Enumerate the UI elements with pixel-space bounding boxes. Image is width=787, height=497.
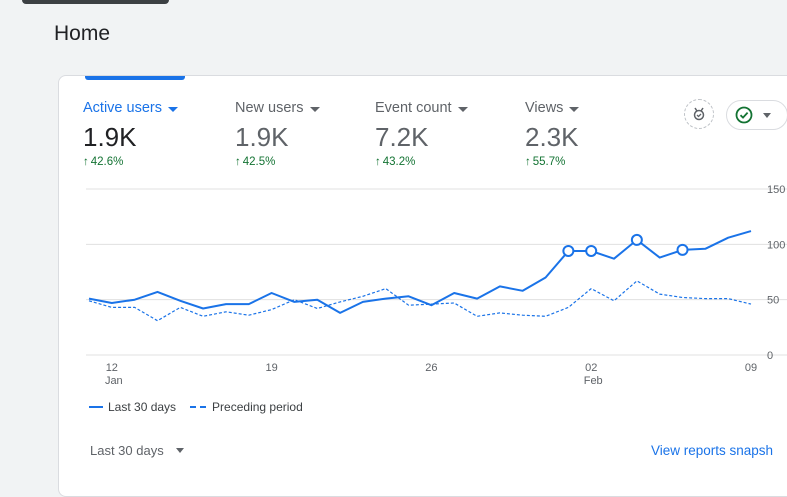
date-range-selector[interactable]: Last 30 days [90, 443, 184, 458]
y-tick-label: 50 [767, 295, 779, 307]
legend-previous: Preceding period [212, 400, 303, 414]
legend-dashed-swatch [190, 406, 207, 408]
metric-views[interactable]: Views 2.3K ↑ 55.7% [525, 100, 580, 168]
x-tick-month: Jan [105, 375, 123, 386]
chart-legend: Last 30 days Preceding period [89, 400, 303, 414]
metric-value: 7.2K [375, 122, 429, 152]
page-title: Home [54, 22, 111, 45]
metric-change: 42.6% [90, 156, 124, 168]
arrow-up-icon: ↑ [235, 156, 241, 168]
anomaly-marker [585, 244, 598, 257]
x-tick-day: 26 [425, 362, 437, 374]
arrow-up-icon: ↑ [525, 156, 531, 168]
top-tab-indicator [22, 0, 169, 4]
x-tick-day: 02 [585, 362, 597, 374]
legend-solid-swatch [89, 406, 103, 408]
caret-down-icon [457, 106, 468, 112]
metric-value: 1.9K [235, 122, 289, 152]
metric-event-count[interactable]: Event count 7.2K ↑ 43.2% [375, 100, 468, 168]
metric-label: Event count [375, 100, 452, 116]
caret-down-icon [167, 106, 178, 112]
check-circle-icon [735, 106, 753, 124]
active-metric-indicator [85, 76, 185, 80]
metric-change: 43.2% [382, 156, 416, 168]
metric-change: 55.7% [532, 156, 566, 168]
caret-down-icon [763, 112, 771, 118]
x-tick-month: Feb [584, 375, 603, 386]
metric-label: New users [235, 100, 304, 116]
y-tick-label: 0 [767, 350, 773, 362]
x-tick-day: 12 [106, 362, 118, 374]
arrow-up-icon: ↑ [375, 156, 381, 168]
anomaly-marker [562, 244, 575, 257]
overview-card: Active users 1.9K ↑ 42.6% New users 1.9K … [58, 75, 787, 497]
legend-current: Last 30 days [108, 400, 177, 414]
metric-label: Active users [83, 100, 162, 116]
caret-down-icon [569, 106, 580, 112]
metric-label: Views [525, 100, 564, 116]
metric-new-users[interactable]: New users 1.9K ↑ 42.5% [235, 100, 320, 168]
x-tick-day: 19 [265, 362, 277, 374]
anomaly-marker [630, 233, 643, 246]
metric-value: 1.9K [83, 122, 137, 152]
arrow-up-icon: ↑ [83, 156, 89, 168]
caret-down-icon [309, 106, 320, 112]
insights-button[interactable] [684, 99, 714, 129]
series-line-current [88, 230, 752, 314]
x-tick-day: 09 [745, 362, 757, 374]
caret-down-icon [175, 448, 184, 453]
date-range-label: Last 30 days [90, 443, 164, 458]
y-tick-label: 150 [767, 184, 785, 196]
view-reports-link[interactable]: View reports snapsh [651, 443, 774, 458]
data-quality-button[interactable] [726, 100, 787, 130]
metric-active-users[interactable]: Active users 1.9K ↑ 42.6% [83, 100, 178, 168]
y-tick-label: 100 [767, 239, 785, 251]
insights-icon [693, 107, 705, 121]
anomaly-marker [676, 243, 689, 256]
metric-value: 2.3K [525, 122, 579, 152]
metric-change: 42.5% [242, 156, 276, 168]
